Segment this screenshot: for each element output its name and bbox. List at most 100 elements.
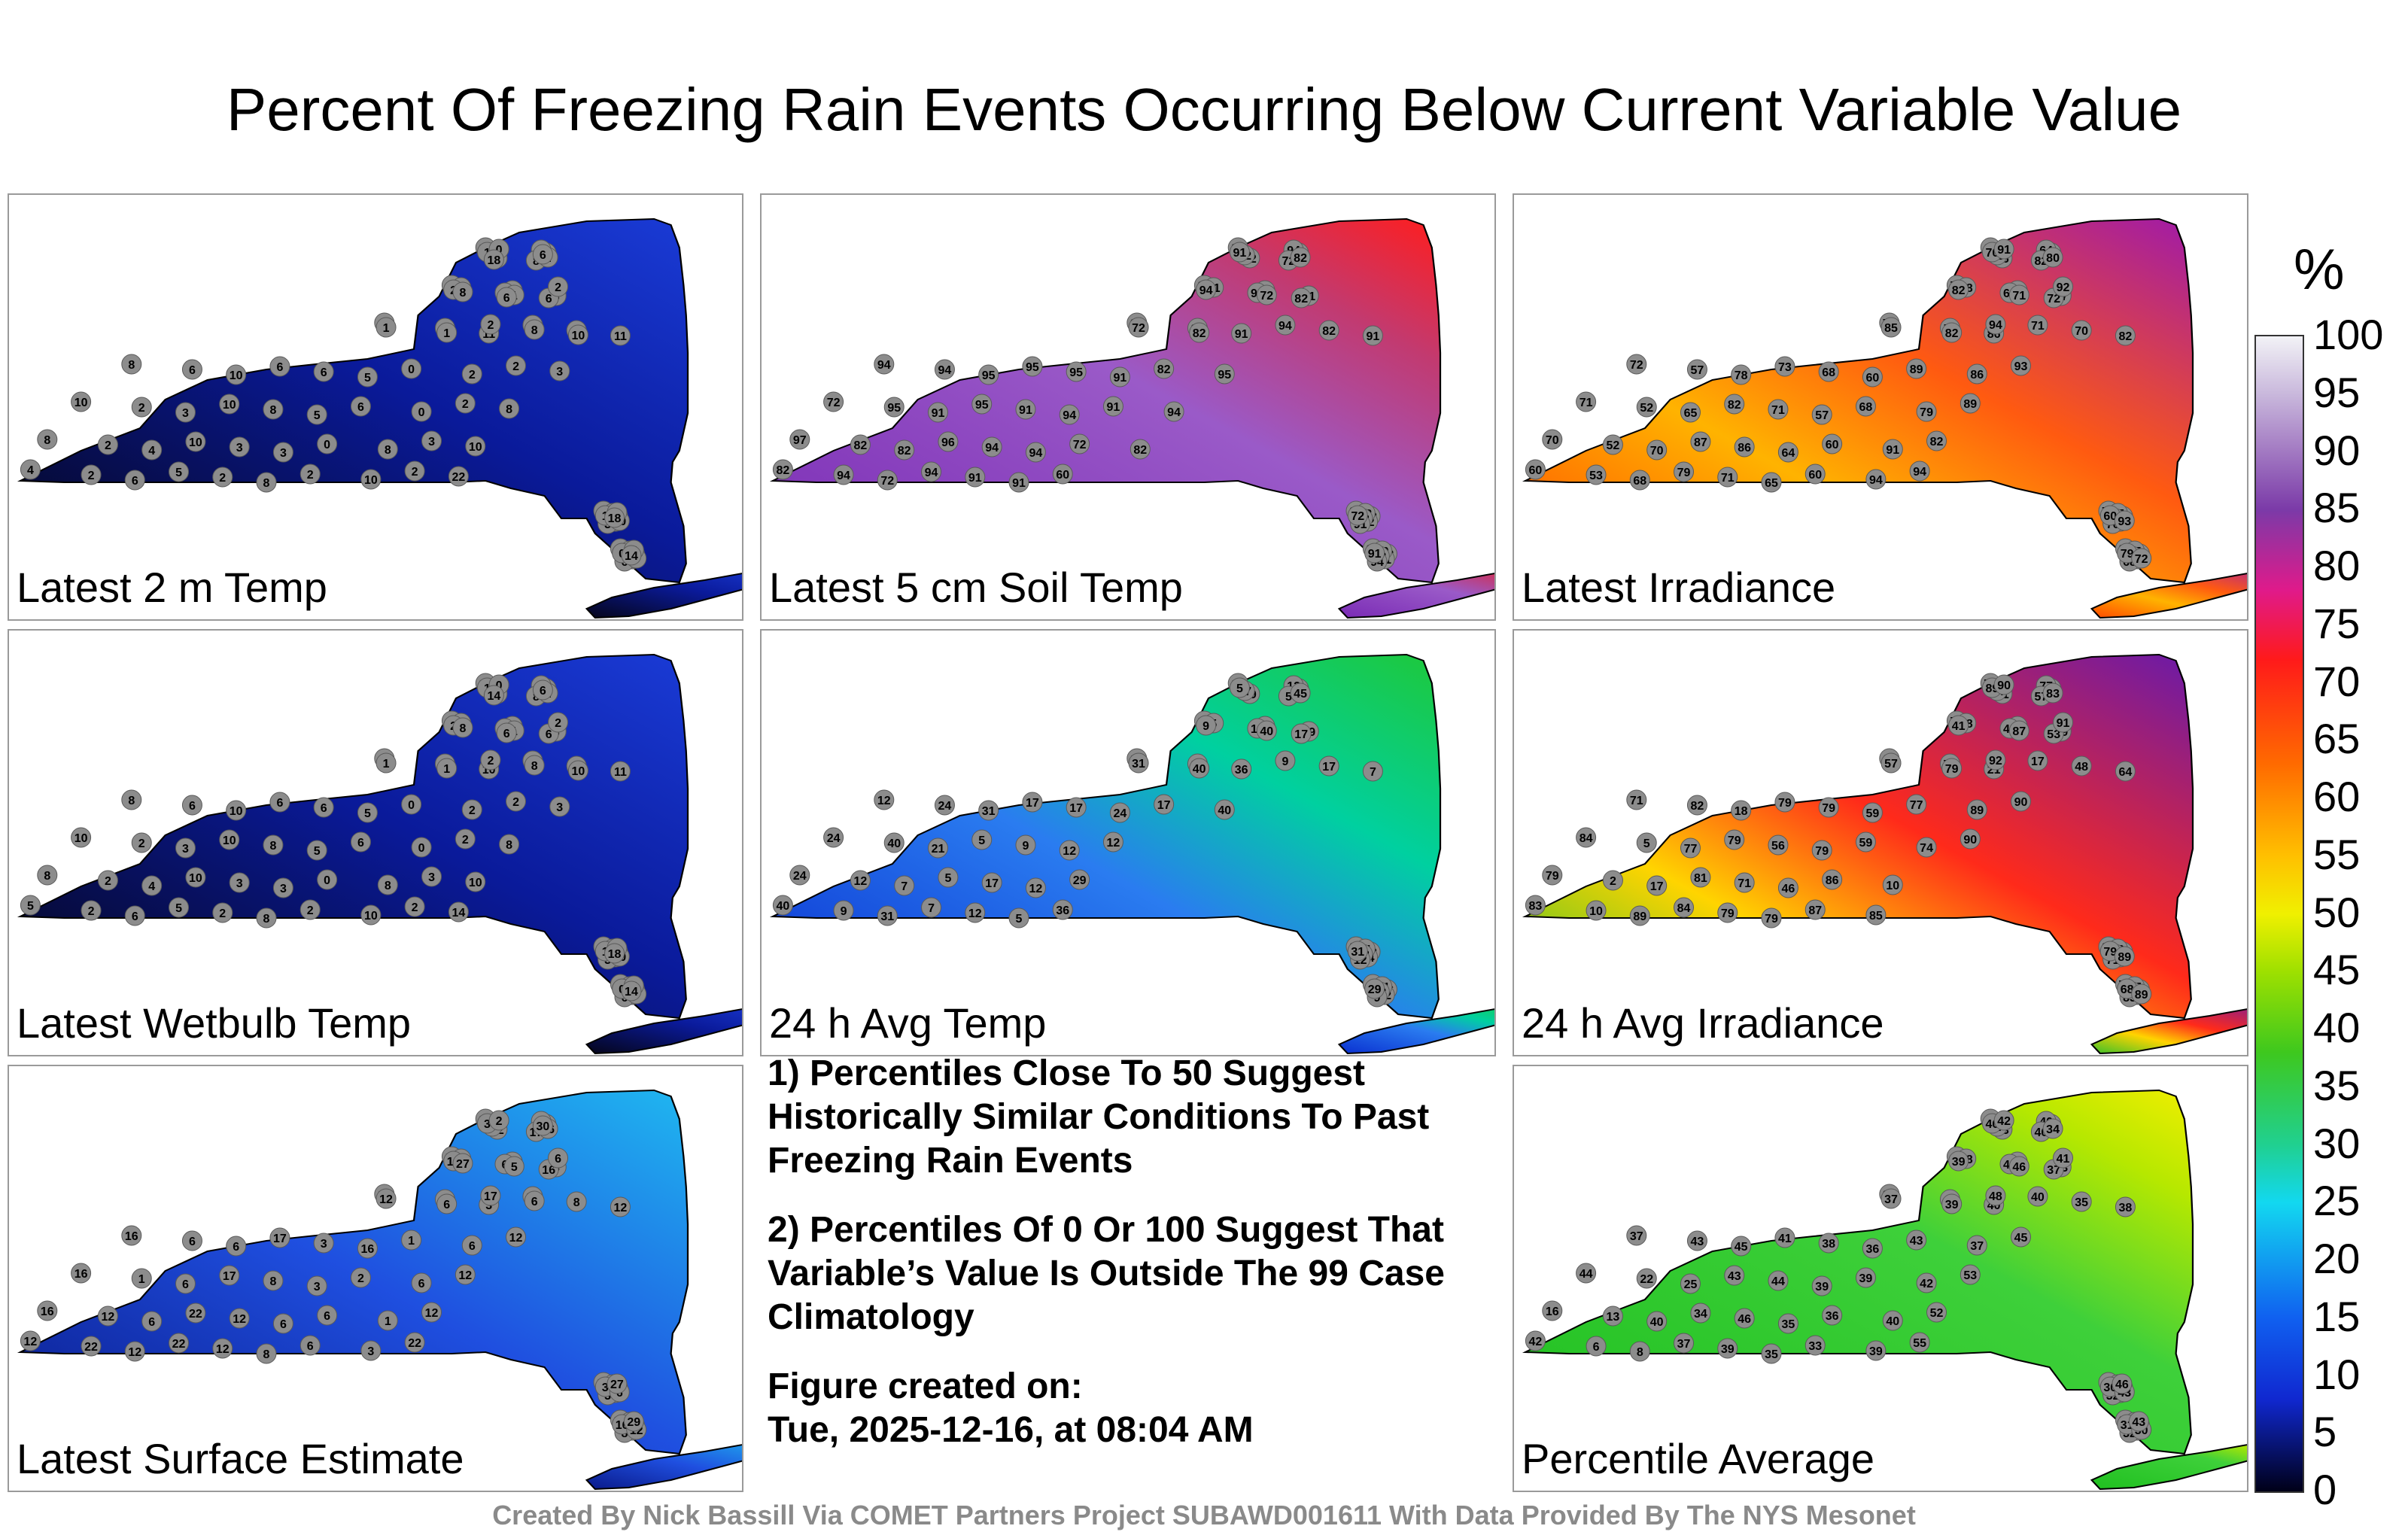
station-marker (877, 470, 898, 491)
station-value: 2 (307, 904, 314, 917)
station-value: 87 (1694, 436, 1707, 449)
station-value: 30 (536, 1120, 549, 1133)
station-marker (1214, 363, 1235, 385)
station-marker (1761, 472, 1782, 493)
station-marker (1941, 1193, 1963, 1214)
station-marker (1717, 902, 1738, 923)
station-value: 77 (1910, 799, 1923, 812)
station-marker (421, 430, 442, 451)
station-marker (357, 366, 378, 388)
station-marker (1525, 1330, 1546, 1351)
station-value: 91 (1886, 444, 1899, 457)
station-value: 82 (1157, 363, 1171, 376)
station-marker (1686, 359, 1707, 380)
station-marker (256, 907, 277, 929)
note-2: 2) Percentiles Of 0 Or 100 Suggest That … (768, 1210, 1445, 1337)
station-marker (496, 287, 517, 308)
station-value: 56 (1771, 840, 1785, 853)
station-marker (455, 393, 476, 414)
station-marker (1059, 404, 1080, 425)
station-value: 21 (932, 843, 945, 856)
station-value: 24 (827, 832, 841, 845)
station-marker (1347, 505, 1368, 526)
station-marker (375, 752, 397, 774)
station-marker (81, 464, 102, 485)
station-value: 31 (1132, 758, 1145, 771)
station-marker (212, 1338, 233, 1359)
station-value: 2 (462, 398, 469, 411)
long-island-outline (585, 1008, 742, 1055)
station-value: 70 (1546, 434, 1559, 447)
station-marker (1525, 895, 1546, 916)
station-marker (20, 1330, 41, 1351)
station-marker (169, 1333, 190, 1354)
station-marker (306, 404, 327, 425)
station-marker (1109, 802, 1130, 823)
station-marker (971, 829, 993, 850)
station-value: 27 (456, 1158, 470, 1171)
station-value: 6 (233, 1241, 239, 1254)
station-marker (226, 1236, 247, 1257)
station-value: 10 (1886, 880, 1899, 892)
long-island-outline (585, 573, 742, 619)
station-value: 9 (841, 905, 847, 918)
station-marker (927, 402, 948, 423)
station-value: 45 (1294, 688, 1307, 701)
station-marker (621, 545, 642, 566)
station-value: 2 (105, 875, 111, 888)
station-marker (789, 429, 810, 450)
station-marker (623, 1411, 644, 1432)
station-value: 0 (324, 874, 330, 887)
station-value: 2 (357, 1272, 364, 1285)
station-marker (567, 324, 588, 345)
station-marker (1128, 752, 1149, 774)
station-value: 2 (105, 439, 111, 452)
station-value: 40 (1260, 725, 1273, 738)
station-value: 79 (1677, 467, 1691, 479)
station-value: 6 (357, 401, 364, 414)
station-value: 43 (1910, 1235, 1923, 1248)
station-marker (1629, 905, 1650, 926)
station-value: 0 (496, 679, 503, 692)
station-marker (480, 314, 501, 335)
station-value: 6 (276, 361, 283, 374)
station-marker (1948, 1150, 1969, 1172)
station-marker (549, 796, 570, 817)
station-value: 77 (1684, 843, 1698, 856)
long-island-outline (585, 1444, 742, 1491)
station-marker (506, 791, 527, 812)
station-value: 8 (44, 434, 50, 447)
station-value: 2 (512, 796, 519, 809)
station-marker (1015, 399, 1036, 420)
station-marker (1542, 865, 1563, 886)
station-marker (1626, 789, 1647, 810)
station-marker (121, 1225, 142, 1246)
station-marker (1636, 832, 1657, 853)
station-value: 79 (2121, 548, 2134, 561)
station-value: 60 (1866, 372, 1880, 385)
station-value: 3 (602, 1382, 609, 1394)
station-value: 2 (555, 281, 561, 294)
legend-tick-label: 80 (2313, 542, 2361, 589)
station-value: 22 (1640, 1273, 1653, 1286)
station-value: 6 (469, 1240, 476, 1253)
station-marker (2128, 1411, 2149, 1432)
station-marker (377, 874, 398, 895)
station-marker (1734, 436, 1755, 457)
map-canvas: 1712121224244029555172440129123629293631… (769, 653, 1494, 1055)
station-value: 2 (462, 834, 469, 847)
station-value: 7 (928, 902, 935, 915)
panel-label: 24 h Avg Temp (769, 999, 1047, 1047)
station-marker (483, 685, 504, 706)
station-value: 0 (408, 363, 415, 376)
station-value: 14 (451, 907, 465, 919)
station-value: 6 (540, 249, 546, 262)
station-value: 91 (1233, 247, 1247, 260)
station-value: 1 (408, 1235, 415, 1248)
station-value: 3 (556, 366, 563, 378)
station-marker (71, 391, 92, 412)
figure-created-label: Figure created on: (768, 1366, 1083, 1406)
station-value: 86 (1826, 874, 1839, 887)
station-marker (169, 461, 190, 482)
station-marker (1724, 1265, 1745, 1286)
